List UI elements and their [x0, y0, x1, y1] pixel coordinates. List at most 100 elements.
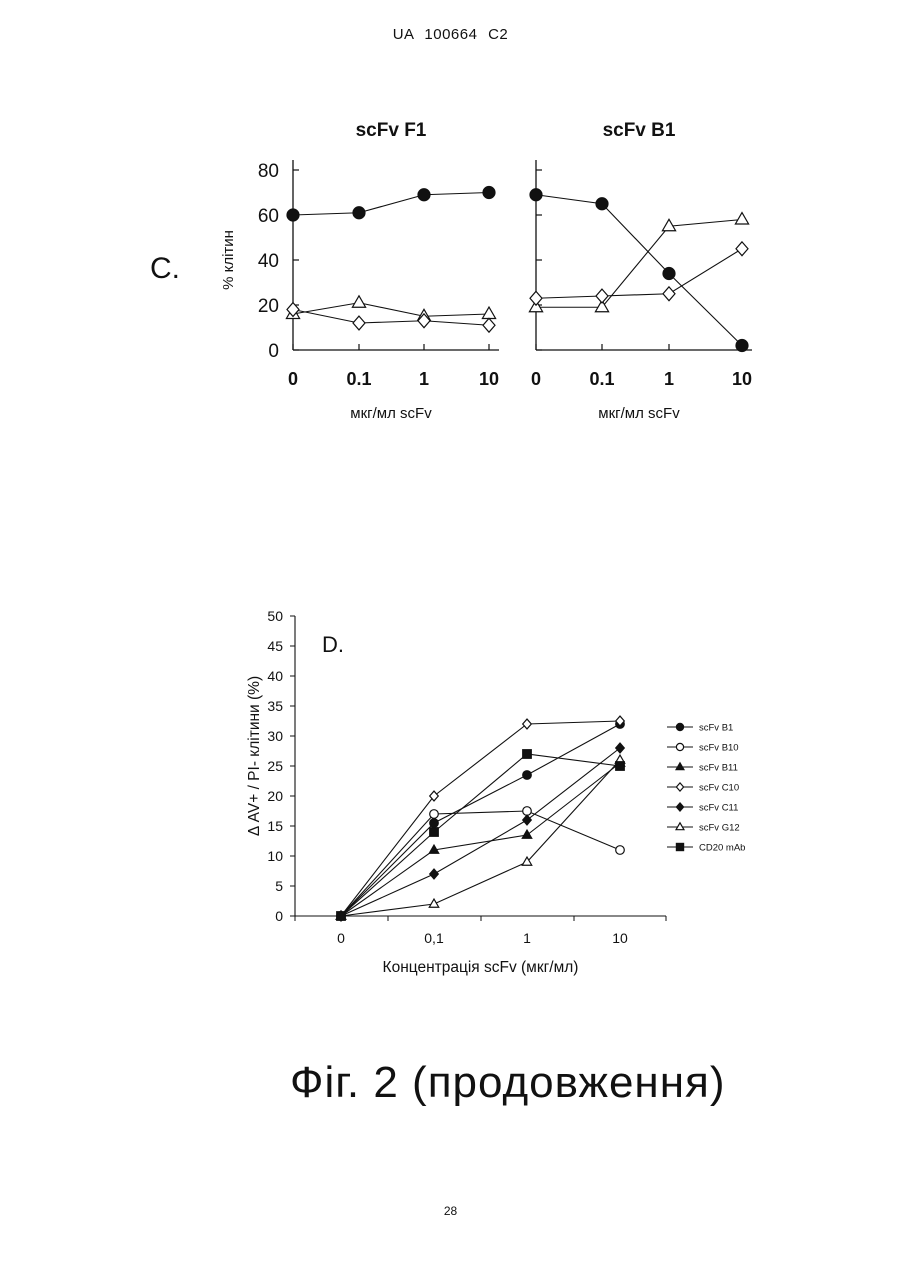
- series-line: [536, 195, 742, 346]
- x-tick-label: 1: [419, 369, 429, 389]
- legend-label: scFv C11: [699, 803, 738, 814]
- data-point: [530, 189, 542, 201]
- y-tick-label: 40: [267, 668, 283, 684]
- data-point: [429, 899, 438, 907]
- y-tick-label: 0: [268, 341, 279, 362]
- y-tick-label: 60: [258, 206, 279, 227]
- legend-marker: [676, 803, 683, 811]
- x-tick-label: 1: [523, 930, 531, 946]
- data-point: [352, 296, 365, 307]
- panel-d-label: D.: [322, 632, 344, 657]
- data-point: [663, 287, 675, 301]
- series-line: [536, 249, 742, 299]
- data-point: [337, 912, 346, 921]
- data-point: [663, 268, 675, 280]
- figure-caption: Фіг. 2 (продовження): [290, 1058, 726, 1108]
- x-tick-label: 0.1: [589, 369, 614, 389]
- y-tick-label: 0: [275, 908, 283, 924]
- y-tick-label: 25: [267, 758, 283, 774]
- y-tick-label: 80: [258, 161, 279, 182]
- data-point: [483, 187, 495, 199]
- y-tick-label: 5: [275, 878, 283, 894]
- data-point: [430, 810, 439, 819]
- data-point: [353, 316, 365, 330]
- legend-marker: [676, 823, 684, 830]
- data-point: [523, 750, 532, 759]
- series-line: [293, 310, 489, 326]
- series-line: [536, 220, 742, 308]
- legend-label: scFv G12: [699, 823, 740, 834]
- series-line: [341, 724, 620, 916]
- data-point: [596, 289, 608, 303]
- y-axis-label: Δ AV+ / PI- клітини (%): [246, 676, 263, 836]
- data-point: [418, 189, 430, 201]
- legend-marker: [676, 783, 683, 791]
- x-axis-label: мкг/мл scFv: [598, 405, 680, 422]
- x-tick-label: 1: [664, 369, 674, 389]
- chart-scfv-b1: scFv B1 0 0.1 1 10 мкг/мл scFv: [529, 120, 752, 422]
- data-point: [523, 815, 532, 825]
- series-line: [341, 763, 620, 916]
- y-tick-label: 15: [267, 818, 283, 834]
- data-point: [483, 318, 495, 332]
- y-axis-label: % клітин: [220, 230, 237, 290]
- page-number: 28: [0, 1204, 901, 1218]
- data-point: [596, 198, 608, 210]
- y-tick-label: 10: [267, 848, 283, 864]
- data-point: [736, 340, 748, 352]
- x-tick-label: 0: [337, 930, 345, 946]
- legend-label: scFv C10: [699, 783, 739, 794]
- data-point: [616, 743, 625, 753]
- series-line: [341, 760, 620, 916]
- chart-scfv-f1: scFv F1 0 20 40 60 80 0 0.1 1 10 мкг/мл scFv % кліт…: [220, 120, 499, 422]
- data-point: [522, 830, 531, 838]
- chart-title: scFv B1: [603, 120, 676, 141]
- y-tick-label: 20: [258, 296, 279, 317]
- data-point: [430, 869, 439, 879]
- data-point: [735, 213, 748, 224]
- data-point: [523, 807, 532, 816]
- series-line: [341, 754, 620, 916]
- series-line: [293, 303, 489, 317]
- panel-d-chart: 0 5 10 15 20 25 30 35 40 45 50 0 0,1 1 10 Концентрація …: [240, 600, 800, 990]
- data-point: [523, 771, 532, 780]
- data-point: [616, 762, 625, 771]
- chart-title: scFv F1: [356, 120, 427, 141]
- x-tick-label: 0,1: [424, 930, 444, 946]
- y-tick-label: 45: [267, 638, 283, 654]
- legend-marker: [676, 743, 683, 750]
- legend-marker: [676, 843, 683, 850]
- x-tick-label: 0: [531, 369, 541, 389]
- legend-marker: [676, 763, 684, 770]
- y-tick-label: 20: [267, 788, 283, 804]
- x-tick-label: 10: [732, 369, 752, 389]
- series-line: [293, 193, 489, 216]
- data-point: [482, 307, 495, 318]
- legend-label: scFv B10: [699, 743, 739, 754]
- legend-label: scFv B11: [699, 763, 738, 774]
- legend-label: scFv B1: [699, 723, 733, 734]
- x-tick-label: 10: [479, 369, 499, 389]
- data-point: [736, 242, 748, 256]
- data-point: [287, 209, 299, 221]
- document-header: UA 100664 C2: [0, 26, 901, 43]
- data-point: [353, 207, 365, 219]
- y-tick-label: 40: [258, 251, 279, 272]
- y-tick-label: 50: [267, 608, 283, 624]
- x-axis-label: мкг/мл scFv: [350, 405, 432, 422]
- legend-marker: [676, 723, 683, 730]
- x-tick-label: 0.1: [346, 369, 371, 389]
- data-point: [616, 846, 625, 855]
- panel-c-label: C.: [150, 252, 180, 286]
- data-point: [523, 719, 532, 729]
- y-tick-label: 30: [267, 728, 283, 744]
- x-axis-label: Концентрація scFv (мкг/мл): [383, 959, 579, 976]
- chart-apoptosis: 0 5 10 15 20 25 30 35 40 45 50 0 0,1 1 10 Концентрація …: [246, 608, 745, 976]
- y-tick-label: 35: [267, 698, 283, 714]
- x-tick-label: 0: [288, 369, 298, 389]
- data-point: [430, 828, 439, 837]
- panel-c-charts: scFv F102040608000.1110мкг/мл scFv% кліт…: [200, 110, 800, 440]
- data-point: [530, 291, 542, 305]
- x-tick-label: 10: [612, 930, 628, 946]
- legend-label: CD20 mAb: [699, 843, 745, 854]
